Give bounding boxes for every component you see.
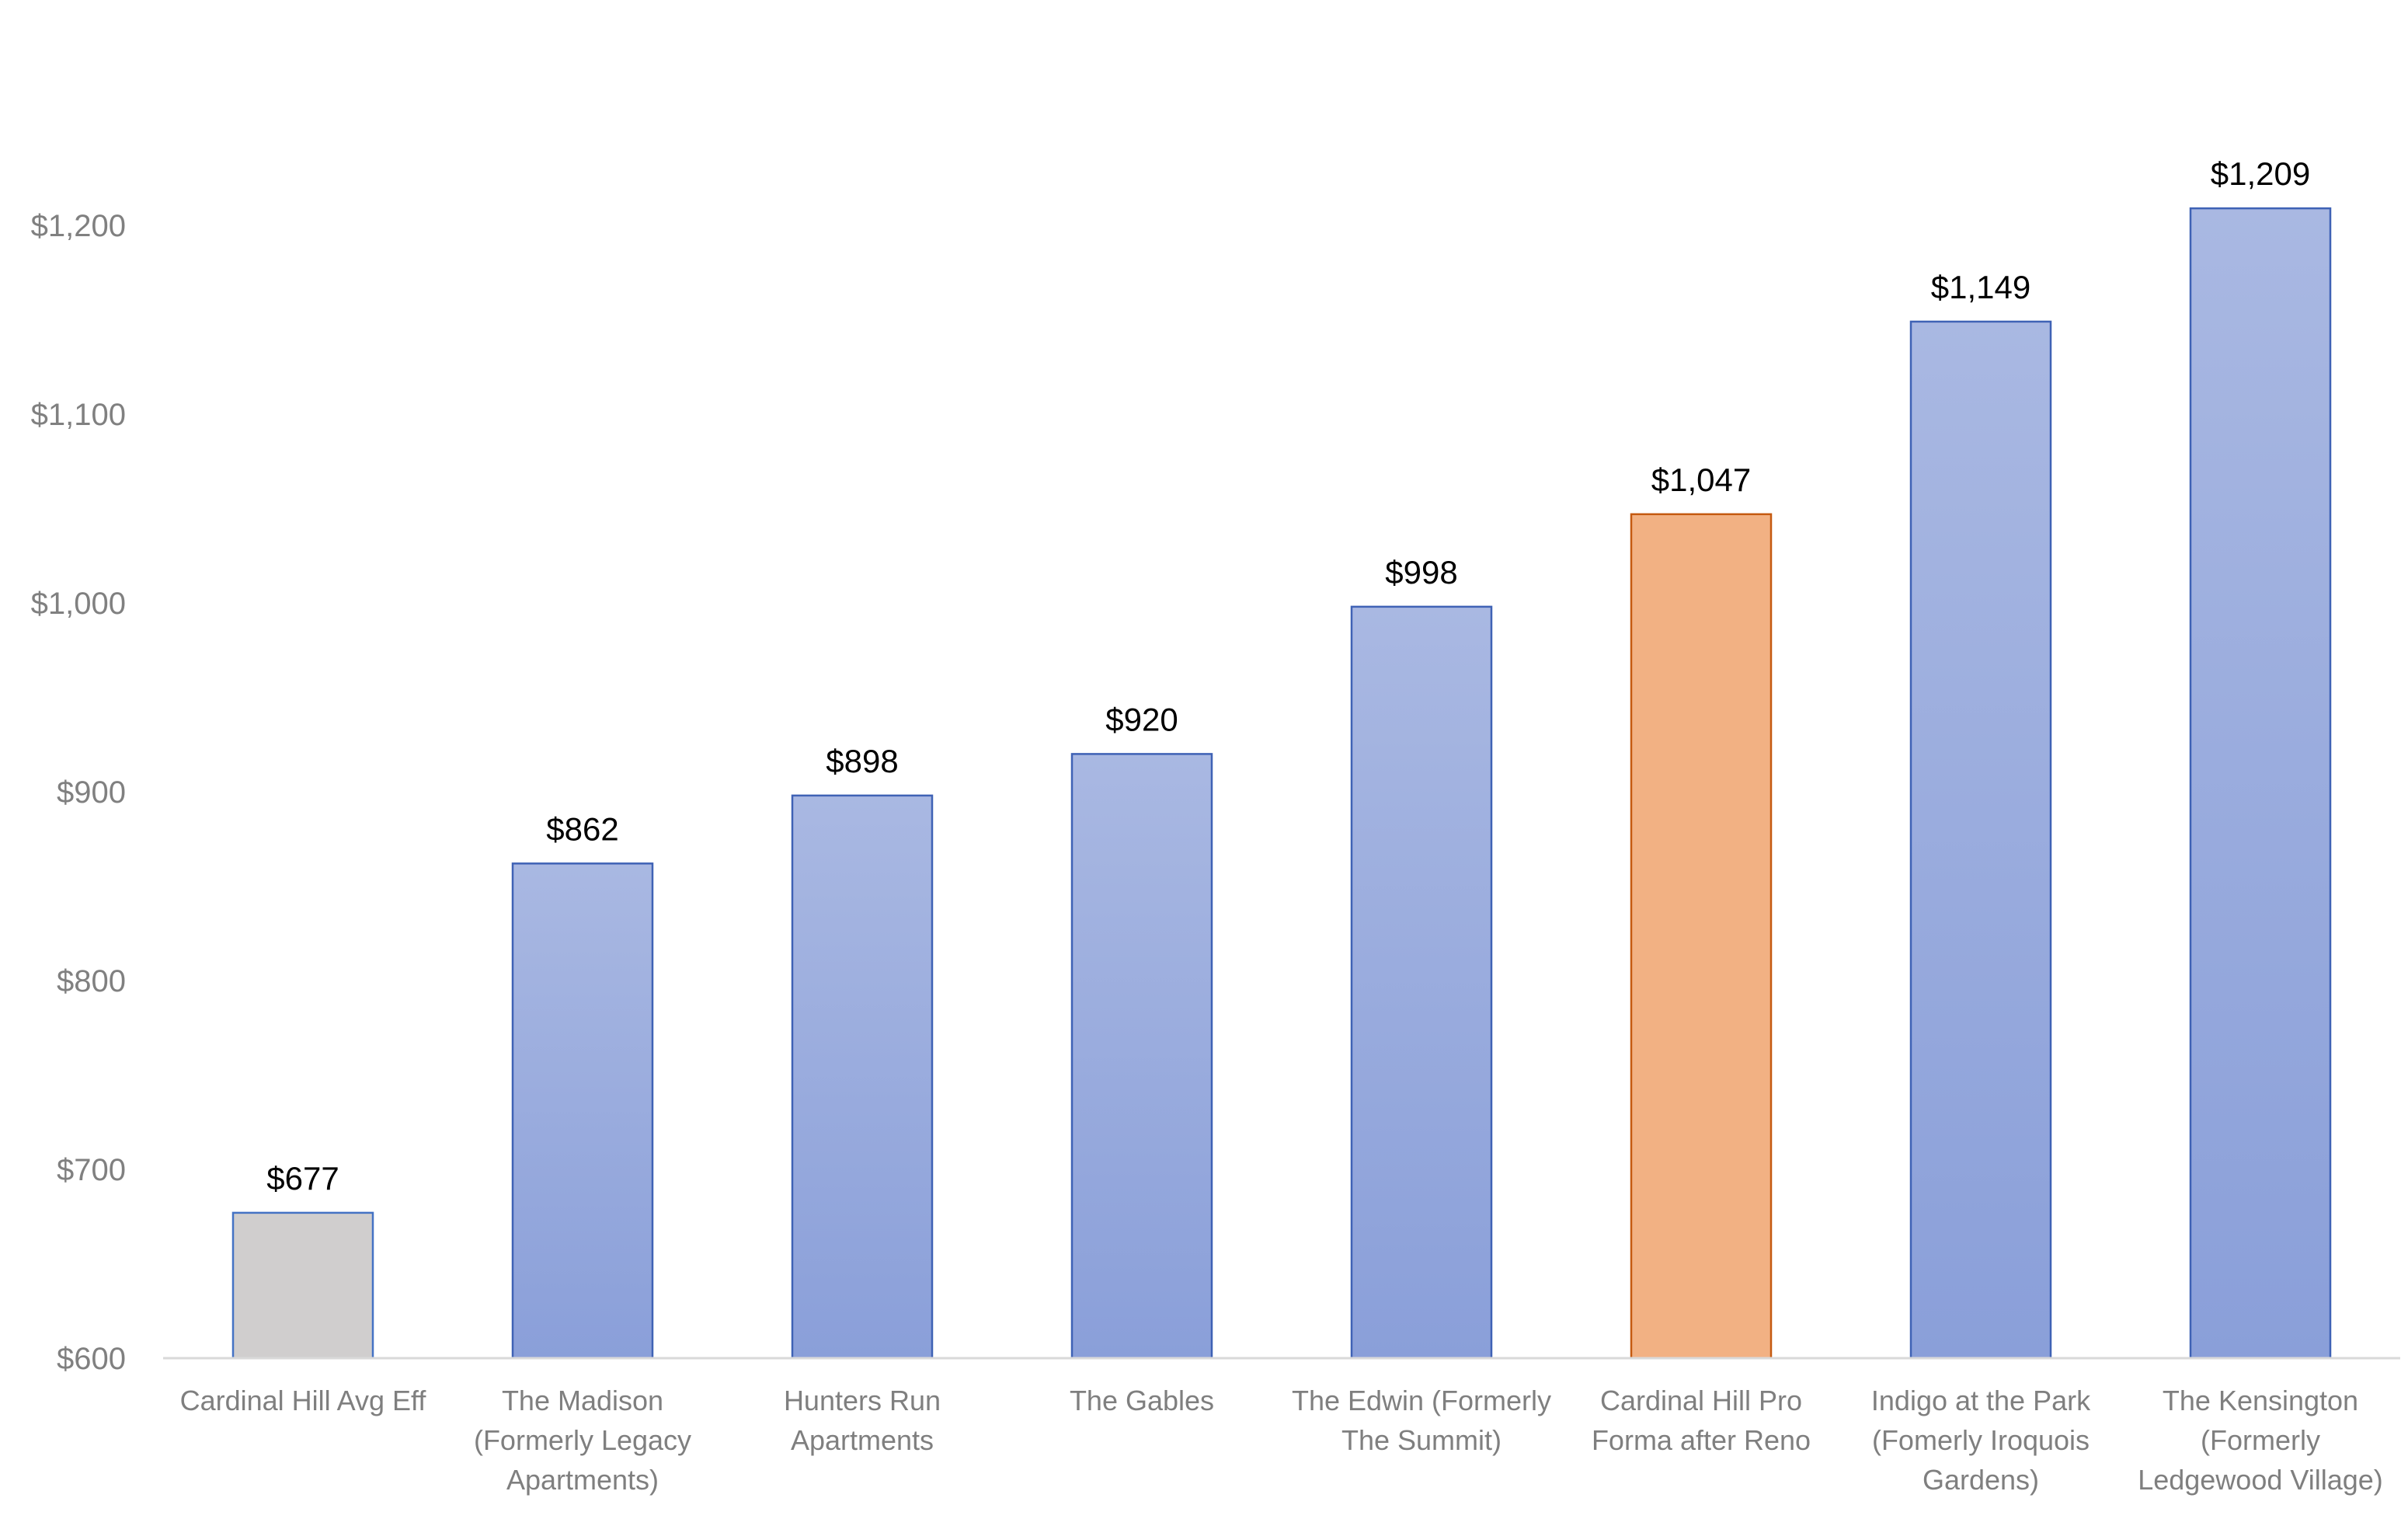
x-tick-label: The Edwin (Formerly The Summit) [1292, 1385, 1551, 1456]
x-tick-label-line: The Edwin (Formerly [1292, 1385, 1551, 1416]
data-label: $920 [1105, 701, 1178, 737]
data-label: $898 [826, 743, 898, 779]
x-tick-label-line: Apartments) [506, 1464, 659, 1496]
x-tick-label-line: Forma after Reno [1592, 1424, 1811, 1456]
y-tick-label: $1,000 [31, 587, 126, 621]
data-label: $862 [546, 810, 618, 847]
bar [1350, 605, 1493, 1360]
x-tick-label-line: Cardinal Hill Pro [1600, 1385, 1802, 1416]
y-axis: $600 $700 $800 $900 $1,000 $1,100 $1,200 [31, 209, 126, 1376]
bar [511, 862, 654, 1360]
bar [791, 794, 934, 1360]
data-label: $1,209 [2211, 155, 2310, 192]
bar [1070, 753, 1213, 1360]
bar [1630, 513, 1773, 1360]
data-label: $998 [1385, 554, 1457, 591]
x-tick-label-line: Indigo at the Park [1871, 1385, 2091, 1416]
y-tick-label: $700 [57, 1153, 126, 1187]
data-label: $1,149 [1931, 269, 2030, 305]
x-tick-label: Cardinal Hill Avg Eff [180, 1385, 427, 1416]
x-tick-label-line: Gardens) [1923, 1464, 2039, 1496]
bar [231, 1211, 374, 1360]
x-tick-label-line: The Summit) [1341, 1424, 1502, 1456]
x-tick-label: The Kensington (Formerly Ledgewood Village… [2138, 1385, 2383, 1496]
bar [2189, 207, 2332, 1360]
x-tick-label-line: The Madison [502, 1385, 663, 1416]
x-tick-label: Cardinal Hill Pro Forma after Reno [1592, 1385, 1811, 1456]
data-label: $1,047 [1651, 462, 1751, 498]
y-tick-label: $600 [57, 1342, 126, 1376]
x-tick-label: The Gables [1070, 1385, 1214, 1416]
x-axis: Cardinal Hill Avg Eff The Madison (Formerl… [163, 1357, 2400, 1496]
x-tick-label-line: Hunters Run [784, 1385, 941, 1416]
x-tick-label-line: Apartments [791, 1424, 934, 1456]
data-label: $677 [266, 1160, 339, 1197]
y-tick-label: $800 [57, 964, 126, 998]
x-tick-label-line: Cardinal Hill Avg Eff [180, 1385, 427, 1416]
bar [1909, 320, 2052, 1360]
data-labels: $677 $862 $898 $920 $998 $1,047 $1,149 $1,209 [266, 155, 2310, 1197]
y-tick-label: $1,100 [31, 398, 126, 432]
y-tick-label: $900 [57, 775, 126, 810]
x-tick-label: The Madison (Formerly Legacy Apartments) [474, 1385, 691, 1496]
x-tick-label-line: Ledgewood Village) [2138, 1464, 2383, 1496]
x-tick-label-line: (Formerly Legacy [474, 1424, 691, 1456]
x-tick-label-line: (Fomerly Iroquois [1872, 1424, 2090, 1456]
x-tick-label: Indigo at the Park (Fomerly Iroquois Garde… [1871, 1385, 2091, 1496]
x-tick-label-line: (Formerly [2201, 1424, 2320, 1456]
y-tick-label: $1,200 [31, 209, 126, 243]
x-tick-label-line: The Kensington [2163, 1385, 2358, 1416]
x-tick-label: Hunters Run Apartments [784, 1385, 941, 1456]
x-tick-label-line: The Gables [1070, 1385, 1214, 1416]
bars [231, 207, 2332, 1360]
